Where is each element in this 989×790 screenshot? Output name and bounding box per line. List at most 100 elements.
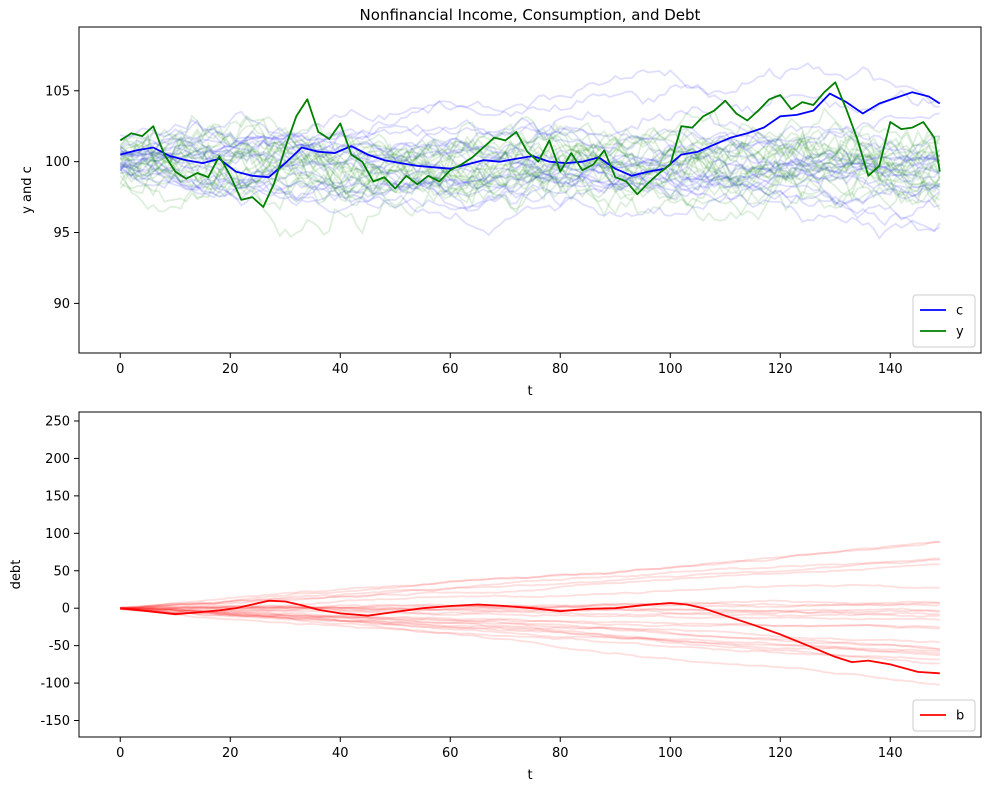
sample-path [119, 130, 941, 209]
legend-bottom: b [912, 699, 976, 732]
x-tick-label: 80 [552, 362, 569, 377]
sample-path [120, 108, 941, 205]
sample-path [119, 127, 940, 204]
sample-path [120, 159, 940, 207]
y-tick-label: -50 [49, 639, 70, 654]
axes-top: 0 20 40 60 80 100 120 140 90 95 100 105 [45, 26, 982, 377]
sample-path [120, 149, 941, 198]
sample-path [120, 136, 941, 207]
legend-label-y: y [956, 325, 964, 340]
sample-path [120, 114, 941, 223]
x-tick-label: 80 [552, 746, 569, 761]
y-tick-label: 250 [45, 414, 70, 429]
sample-path [120, 605, 940, 621]
sample-path [120, 606, 940, 616]
sample-path [119, 149, 941, 190]
sample-path [119, 128, 941, 212]
sample-path [119, 138, 941, 198]
sample-path [119, 149, 941, 211]
sample-path [120, 608, 941, 651]
y-axis-label: y and c [20, 166, 35, 214]
legend-top: cy [912, 294, 976, 348]
sample-path [120, 607, 940, 618]
x-axis-label: t [527, 384, 532, 399]
sample-path [119, 116, 940, 196]
sample-path [120, 136, 941, 215]
sample-path [119, 116, 941, 211]
y-tick-label: 200 [45, 452, 70, 467]
x-tick-label: 60 [442, 362, 459, 377]
sample-path [120, 605, 940, 613]
sample-path [120, 606, 940, 630]
axes-bottom: 0 20 40 60 80 100 120 140 -150 -100 -50 0 50 100 150 20… [40, 411, 982, 761]
sample-path [119, 115, 941, 207]
y-tick-label: 50 [53, 564, 70, 579]
y-axis-label: debt [9, 560, 24, 590]
x-tick-label: 40 [332, 746, 349, 761]
sample-path [119, 131, 941, 218]
plot-frame [78, 411, 982, 738]
sample-path [119, 125, 941, 172]
sample-path [119, 135, 941, 213]
sample-path [120, 607, 940, 644]
sample-path [119, 144, 940, 200]
sample-path [120, 130, 941, 177]
legend-label-c: c [956, 304, 963, 319]
sample-path [120, 557, 940, 610]
sample-path [120, 128, 941, 208]
sample-path [119, 135, 941, 202]
y-tick-label: 100 [45, 527, 70, 542]
sample-path [119, 106, 941, 165]
sample-path [120, 540, 940, 609]
sample-path [120, 563, 940, 609]
sample-path [120, 607, 940, 629]
sample-path [120, 607, 940, 657]
sample-path [120, 607, 940, 661]
y-tick-label: 0 [62, 602, 70, 617]
sample-path [120, 558, 940, 609]
y-tick-label: 105 [45, 84, 70, 99]
sample-path [119, 110, 940, 162]
sample-path [119, 136, 941, 212]
panel-debt: 0 20 40 60 80 100 120 140 -150 -100 -50 0 50 100 150 20… [9, 411, 982, 783]
legend-box [912, 294, 976, 348]
y-tick-label: 150 [45, 489, 70, 504]
sample-path [119, 110, 941, 190]
series-line-y [119, 81, 941, 208]
sample-path [119, 106, 941, 210]
legend-label-b: b [956, 709, 964, 724]
sample-path [119, 140, 941, 210]
background-paths-top [119, 62, 941, 240]
x-tick-label: 100 [658, 746, 683, 761]
sample-path [119, 156, 940, 202]
chart-title: Nonfinancial Income, Consumption, and De… [360, 6, 701, 24]
sample-path [120, 62, 940, 157]
sample-path [120, 607, 940, 665]
sample-path [119, 134, 941, 208]
y-tick-label: 95 [53, 226, 70, 241]
sample-path [120, 117, 941, 183]
x-tick-label: 20 [222, 362, 239, 377]
sample-path [119, 69, 941, 166]
sample-path [120, 607, 940, 653]
y-tick-label: -100 [40, 677, 70, 692]
background-paths-bottom [120, 540, 941, 686]
sample-path [120, 143, 941, 233]
sample-path [120, 607, 940, 655]
sample-path [120, 117, 941, 211]
sample-path [119, 124, 941, 221]
sample-path [119, 141, 941, 209]
x-tick-label: 140 [878, 746, 903, 761]
x-axis-label: t [527, 768, 532, 783]
x-tick-label: 20 [222, 746, 239, 761]
panel-income-consumption: Nonfinancial Income, Consumption, and De… [20, 6, 982, 399]
x-tick-label: 0 [116, 746, 124, 761]
y-tick-label: -150 [40, 714, 70, 729]
x-tick-label: 0 [116, 362, 124, 377]
sample-path [119, 152, 941, 209]
y-tick-label: 100 [45, 155, 70, 170]
x-tick-label: 120 [768, 362, 793, 377]
sample-path [120, 607, 940, 686]
series-lines-top [119, 81, 941, 208]
